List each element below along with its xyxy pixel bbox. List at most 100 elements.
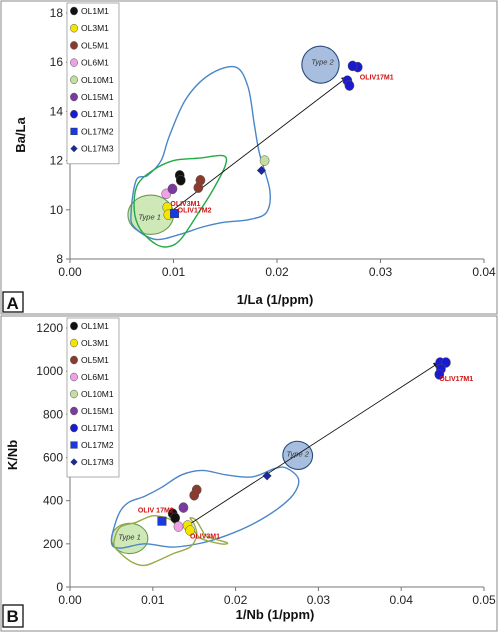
panel-a-legend-entry: OL1M1: [81, 6, 109, 16]
panel-b-legend-marker: [70, 458, 78, 466]
panel-a-x-tick-label: 0.00: [58, 265, 82, 279]
panel-a-point-ol10m1: [259, 155, 270, 166]
panel-b-annotation: Type 1: [118, 533, 140, 542]
panel-b-y-tick-label: 800: [43, 407, 63, 421]
panel-b-label: B: [7, 607, 19, 626]
panel-b-x-tick-label: 0.04: [390, 593, 414, 607]
panel-a-annotation: OLIV17M1: [360, 74, 394, 81]
panel-b-y-axis-label: K/Nb: [5, 440, 20, 470]
panel-a-green-envelope: [133, 154, 228, 248]
panel-a: A 1/La (1/ppm) Ba/La 0.00 0.01 0.02 0.03 0.0…: [0, 0, 498, 315]
panel-b-legend-entry: OL1M1: [81, 321, 109, 331]
panel-b-x-tick-label: 0.05: [472, 593, 496, 607]
panel-a-legend-entry: OL6M1: [81, 58, 109, 68]
panel-b-y-tick-label: 200: [43, 537, 63, 551]
panel-a-legend-entry: OL17M3: [81, 144, 114, 154]
panel-b-x-tick-label: 0.01: [141, 593, 165, 607]
panel-a-legend-marker: [70, 41, 78, 50]
panel-b-legend-marker: [70, 372, 78, 382]
panel-a-legend-entry: OL10M1: [81, 75, 114, 85]
panel-a-y-tick-label: 18: [50, 6, 64, 20]
panel-a-legend-entry: OL17M1: [81, 109, 114, 119]
panel-a-type2-field: [301, 45, 340, 84]
panel-b-legend-entry: OL3M1: [81, 338, 109, 348]
panel-a-legend-marker: [70, 109, 78, 119]
panel-b-point-ol17m1: [434, 369, 445, 380]
panel-b-legend-marker: [70, 406, 78, 416]
panel-b-y-tick-label: 0: [56, 580, 63, 594]
panel-a-legend-marker: [70, 92, 78, 102]
panel-b-annotation: OLIV 17M2: [138, 508, 174, 515]
panel-b-type2-field: [282, 440, 314, 470]
panel-a-legend-entry: OL5M1: [81, 40, 109, 50]
panel-a-label-box: [2, 291, 24, 313]
panel-b-annotation: OLIV3M1: [190, 533, 220, 540]
panel-b-legend-marker: [70, 338, 78, 348]
panel-a-legend-marker: [70, 6, 78, 16]
panel-a-legend-marker: [70, 75, 78, 85]
panel-a-y-tick-label: 14: [50, 104, 64, 118]
panel-a-annotation: Type 2: [311, 58, 334, 67]
panel-b-point-ol17m2: [157, 516, 167, 526]
panel-a-point-ol17m1: [347, 60, 358, 72]
panel-b-legend-marker: [70, 355, 78, 365]
panel-b-label-box: [2, 604, 24, 628]
panel-b-border: [0, 315, 498, 632]
panel-a-point-ol17m2: [170, 208, 180, 218]
panel-b-point-ol15m1: [178, 502, 189, 513]
panel-b-annotation: Type 2: [287, 449, 310, 458]
panel-b-annotation: OLIV17M1: [439, 376, 473, 383]
panel-b-x-tick-label: 0.00: [58, 593, 82, 607]
panel-a-legend-marker: [70, 144, 78, 153]
panel-a-legend-entry: OL3M1: [81, 23, 109, 33]
panel-b-plot: 0.00 0.01 0.02 0.03 0.04 0.05 0 200 400 600 800 100…: [36, 317, 496, 607]
panel-a-annotation: Type 1: [139, 213, 161, 222]
panel-b-legend-marker: [70, 441, 78, 449]
panel-a-legend-marker: [70, 127, 78, 136]
panel-a-label: A: [7, 294, 19, 313]
panel-b: B 1/Nb (1/ppm) K/Nb 0.00 0.01 0.02 0.03 0.04…: [0, 315, 498, 632]
panel-b-legend-entry: OL6M1: [81, 372, 109, 382]
panel-b-point-ol5m1: [189, 490, 200, 501]
panel-b-x-tick-label: 0.03: [307, 593, 331, 607]
panel-b-legend-entry: OL15M1: [81, 406, 114, 416]
panel-b-legend-entry: OL10M1: [81, 389, 114, 399]
panel-b-point-ol17m3: [262, 471, 272, 481]
panel-a-annotation: OLIV3M1: [170, 201, 200, 208]
panel-a-blue-envelope: [130, 65, 271, 241]
panel-a-border: [0, 0, 498, 315]
panel-b-legend-entry: OL17M1: [81, 423, 114, 433]
panel-b-olive-envelope: [113, 515, 229, 567]
panel-a-point-ol17m1: [344, 80, 355, 91]
panel-a-y-tick-label: 10: [50, 203, 64, 217]
panel-a-legend-marker: [70, 58, 78, 67]
panel-b-blue-envelope: [110, 466, 300, 549]
panel-a-x-tick-label: 0.01: [162, 265, 186, 279]
panel-a-legend-marker: [70, 23, 78, 33]
panel-a-y-tick-label: 16: [50, 55, 64, 69]
panel-a-x-tick-label: 0.03: [369, 265, 393, 279]
panel-b-y-tick-label: 1000: [36, 364, 63, 378]
panel-a-annotation: OLIV17M2: [178, 207, 212, 214]
panel-a-y-axis-label: Ba/La: [13, 117, 28, 153]
panel-b-legend-entry: OL5M1: [81, 355, 109, 365]
panel-b-legend-marker: [70, 321, 78, 331]
panel-b-point-ol3m1: [185, 525, 195, 536]
panel-a-x-tick-label: 0.02: [265, 265, 289, 279]
panel-b-x-tick-label: 0.02: [224, 593, 248, 607]
panel-b-y-tick-label: 600: [43, 451, 63, 465]
panel-a-x-axis-label: 1/La (1/ppm): [237, 292, 314, 307]
panel-b-mixing-arrow: [187, 362, 440, 526]
panel-b-legend-marker: [70, 423, 78, 433]
panel-a-y-tick-label: 12: [50, 154, 64, 168]
panel-a-y-tick-label: 8: [56, 252, 63, 266]
panel-a-x-tick-label: 0.04: [472, 265, 496, 279]
panel-b-x-axis-label: 1/Nb (1/ppm): [236, 607, 315, 622]
panel-a-point-ol17m3: [256, 165, 267, 176]
panel-b-y-tick-label: 400: [43, 494, 63, 508]
panel-a-legend-entry: OL15M1: [81, 92, 114, 102]
panel-b-legend-entry: OL17M2: [81, 440, 114, 450]
panel-a-point-ol5m1: [193, 182, 204, 193]
panel-a-point-ol1m1: [175, 175, 186, 186]
